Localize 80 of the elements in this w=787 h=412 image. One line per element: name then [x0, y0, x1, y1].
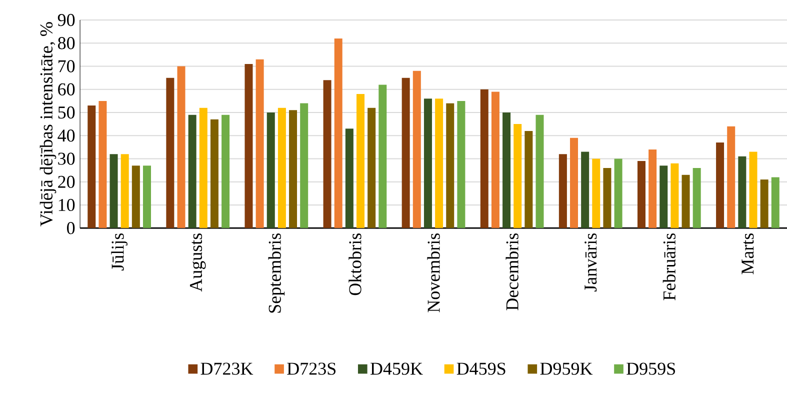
- bar: [480, 89, 488, 228]
- bar: [289, 110, 298, 228]
- bar: [142, 166, 151, 228]
- x-tick-label: Augusts: [190, 233, 206, 292]
- y-tick-label: 40: [58, 129, 75, 142]
- bar: [98, 100, 107, 228]
- x-tick-label: Novembris: [427, 233, 440, 312]
- legend-label: D959K: [540, 362, 593, 375]
- bar: [323, 80, 332, 228]
- bar: [581, 152, 590, 228]
- legend-label: D723K: [200, 362, 254, 375]
- bar: [716, 142, 724, 228]
- bar: [570, 138, 578, 228]
- bar: [614, 158, 622, 228]
- bar: [402, 78, 410, 228]
- legend-label: D459S: [456, 362, 506, 375]
- x-tick-label: Marts: [742, 233, 754, 274]
- bar: [524, 130, 533, 228]
- bar: [424, 98, 432, 228]
- bar: [199, 108, 208, 228]
- y-tick-label: 0: [67, 222, 75, 234]
- bar: [457, 100, 466, 228]
- bar: [256, 59, 264, 228]
- bar: [536, 114, 544, 228]
- x-tick-label: Janvāris: [584, 233, 597, 292]
- bar: [446, 103, 454, 228]
- y-tick-label: 50: [58, 106, 75, 118]
- bar: [177, 66, 186, 228]
- y-tick-label: 60: [58, 83, 75, 96]
- bar: [749, 152, 758, 228]
- legend-label: D459K: [370, 362, 423, 375]
- y-tick-label: 70: [58, 60, 75, 72]
- y-tick-label: 90: [58, 14, 75, 26]
- x-tick-label: Decembris: [506, 233, 518, 310]
- bar: [514, 124, 522, 228]
- y-tick-label: 10: [58, 198, 75, 211]
- y-tick-label: 30: [58, 152, 75, 165]
- bar: [222, 114, 230, 228]
- bar: [110, 154, 118, 228]
- bar: [412, 70, 421, 228]
- legend-label: D959S: [626, 362, 675, 375]
- bar: [491, 92, 500, 228]
- bar: [266, 112, 275, 228]
- bar: [771, 177, 780, 228]
- bar: [334, 38, 342, 228]
- bar: [132, 166, 140, 228]
- bar: [648, 149, 657, 228]
- bar: [670, 163, 679, 228]
- bar: [660, 166, 668, 228]
- legend-label: D723S: [287, 362, 336, 375]
- x-tick-label: Oktobris: [348, 233, 362, 296]
- y-tick-label: 80: [58, 36, 75, 50]
- bar: [166, 78, 174, 228]
- bar: [120, 154, 129, 228]
- bar: [345, 128, 354, 228]
- bar: [88, 105, 96, 228]
- bar: [603, 168, 612, 228]
- x-tick-label: Jūlijs: [111, 233, 128, 270]
- bar: [760, 179, 768, 228]
- bar: [738, 156, 746, 228]
- bar: [300, 103, 308, 228]
- bar: [378, 84, 387, 228]
- bar: [210, 119, 218, 228]
- bar: [727, 126, 736, 228]
- y-tick-label: 20: [58, 176, 75, 188]
- bar: [637, 160, 646, 228]
- bar: [356, 94, 365, 228]
- bar: [188, 114, 196, 228]
- x-tick-label: Februāris: [662, 233, 676, 300]
- y-axis-title: Vidējā dējības intensitāte, %: [40, 22, 56, 226]
- bar: [278, 108, 286, 228]
- bar: [558, 154, 567, 228]
- bar: [244, 64, 253, 228]
- x-tick-label: Septembris: [268, 233, 285, 313]
- bar: [682, 174, 690, 228]
- bar: [368, 108, 376, 228]
- bar: [502, 112, 511, 228]
- bar: [692, 168, 701, 228]
- bar: [592, 158, 600, 228]
- bar: [435, 98, 444, 228]
